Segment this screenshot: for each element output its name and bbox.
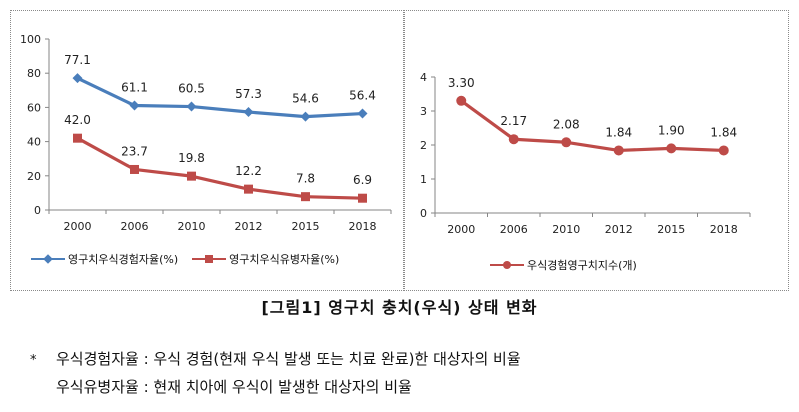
y-tick-label: 1	[420, 173, 427, 186]
x-tick-label: 2010	[552, 223, 580, 236]
data-point-circle	[508, 134, 519, 145]
legend-label-prevalence-rate: 영구치우식유병자율(%)	[229, 253, 340, 266]
data-label: 23.7	[121, 144, 148, 158]
x-tick-label: 2018	[710, 223, 738, 236]
x-tick-label: 2015	[292, 220, 320, 233]
legend-left: 영구치우식경험자율(%) 영구치우식유병자율(%)	[31, 251, 353, 267]
data-label: 6.9	[353, 173, 372, 187]
data-point-circle	[456, 95, 467, 106]
data-point-diamond	[300, 111, 311, 122]
y-tick-label: 100	[20, 33, 41, 46]
data-point-circle	[718, 145, 729, 156]
data-point-circle	[561, 137, 572, 148]
legend-label-experience-rate: 영구치우식경험자율(%)	[68, 253, 179, 266]
data-label: 2.08	[553, 117, 580, 131]
data-point-diamond	[357, 108, 368, 119]
footnote-line-1: * 우식경험자율 : 우식 경험(현재 우식 발생 또는 치료 완료)한 대상자…	[30, 345, 521, 373]
data-label: 2.17	[500, 114, 527, 128]
footnote-text-1: 우식경험자율 : 우식 경험(현재 우식 발생 또는 치료 완료)한 대상자의 …	[56, 350, 521, 368]
legend-item-prevalence-rate: 영구치우식유병자율(%)	[192, 251, 339, 267]
data-label: 7.8	[296, 172, 315, 186]
x-tick-label: 2018	[349, 220, 377, 233]
line-chart-right: 0 1 2 3 4 2000 2006 2010 2012 2015 2018 3.30 2.17 2.0…	[420, 71, 751, 236]
footnotes: * 우식경험자율 : 우식 경험(현재 우식 발생 또는 치료 완료)한 대상자…	[30, 345, 521, 401]
data-point-square	[358, 193, 367, 203]
y-tick-label: 40	[27, 136, 41, 149]
data-point-diamond	[243, 107, 254, 118]
y-tick-label: 3	[420, 105, 427, 118]
data-label: 61.1	[121, 81, 148, 95]
data-point-square	[130, 164, 139, 174]
x-tick-label: 2000	[64, 220, 92, 233]
chart-panel-left: 0 20 40 60 80 100 2000 2006 2010 2012 2015 2018 77.1…	[10, 10, 404, 291]
data-point-diamond	[186, 101, 197, 112]
data-point-square	[73, 133, 82, 143]
x-tick-label: 2006	[500, 223, 528, 236]
series-line-0	[460, 99, 724, 153]
data-label: 77.1	[64, 53, 91, 67]
legend-swatch-blue	[31, 253, 65, 265]
data-label: 60.5	[178, 82, 205, 96]
data-label: 1.84	[710, 125, 737, 139]
x-tick-label: 2006	[121, 220, 149, 233]
data-label: 42.0	[64, 113, 91, 127]
y-tick-label: 4	[420, 71, 427, 84]
data-point-square	[187, 171, 196, 181]
data-label: 1.90	[658, 123, 685, 137]
x-tick-label: 2000	[447, 223, 475, 236]
data-label: 3.30	[448, 76, 475, 90]
series-line-0	[76, 76, 363, 119]
legend-label-dmft-index: 우식경험영구치지수(개)	[527, 259, 637, 272]
series-line-1	[76, 136, 363, 200]
data-label: 12.2	[235, 164, 262, 178]
data-point-circle	[666, 143, 677, 154]
chart-panel-right: 0 1 2 3 4 2000 2006 2010 2012 2015 2018 3.30 2.17 2.0…	[404, 10, 789, 291]
x-tick-label: 2015	[657, 223, 685, 236]
data-label: 56.4	[349, 89, 376, 103]
legend-item-experience-rate: 영구치우식경험자율(%)	[31, 251, 178, 267]
figure-caption: [그림1] 영구치 충치(우식) 상태 변화	[261, 298, 538, 317]
legend-swatch-red	[192, 253, 227, 265]
footnote-text-2: 우식유병자율 : 현재 치아에 우식이 발생한 대상자의 비율	[56, 378, 412, 396]
data-point-diamond	[72, 73, 83, 84]
footnote-line-2: 우식유병자율 : 현재 치아에 우식이 발생한 대상자의 비율	[30, 373, 521, 401]
line-chart-left: 0 20 40 60 80 100 2000 2006 2010 2012 2015 2018 77.1…	[20, 33, 392, 233]
x-tick-label: 2010	[178, 220, 206, 233]
data-point-circle	[613, 145, 624, 156]
x-tick-label: 2012	[605, 223, 633, 236]
data-point-square	[301, 192, 310, 202]
data-point-diamond	[129, 100, 140, 111]
data-label: 57.3	[235, 87, 262, 101]
y-tick-label: 60	[27, 101, 41, 114]
data-label: 1.84	[605, 125, 632, 139]
x-tick-label: 2012	[235, 220, 263, 233]
legend-swatch-red-circle	[490, 259, 524, 271]
y-tick-label: 20	[27, 170, 41, 183]
y-tick-label: 0	[420, 207, 427, 220]
legend-item-dmft-index: 우식경험영구치지수(개)	[490, 257, 637, 273]
data-point-square	[244, 184, 253, 194]
data-label: 54.6	[292, 92, 319, 106]
y-tick-label: 0	[34, 204, 41, 217]
legend-right: 우식경험영구치지수(개)	[490, 257, 651, 273]
y-tick-label: 80	[27, 67, 41, 80]
footnote-asterisk: *	[30, 353, 37, 368]
data-label: 19.8	[178, 151, 205, 165]
y-tick-label: 2	[420, 139, 427, 152]
